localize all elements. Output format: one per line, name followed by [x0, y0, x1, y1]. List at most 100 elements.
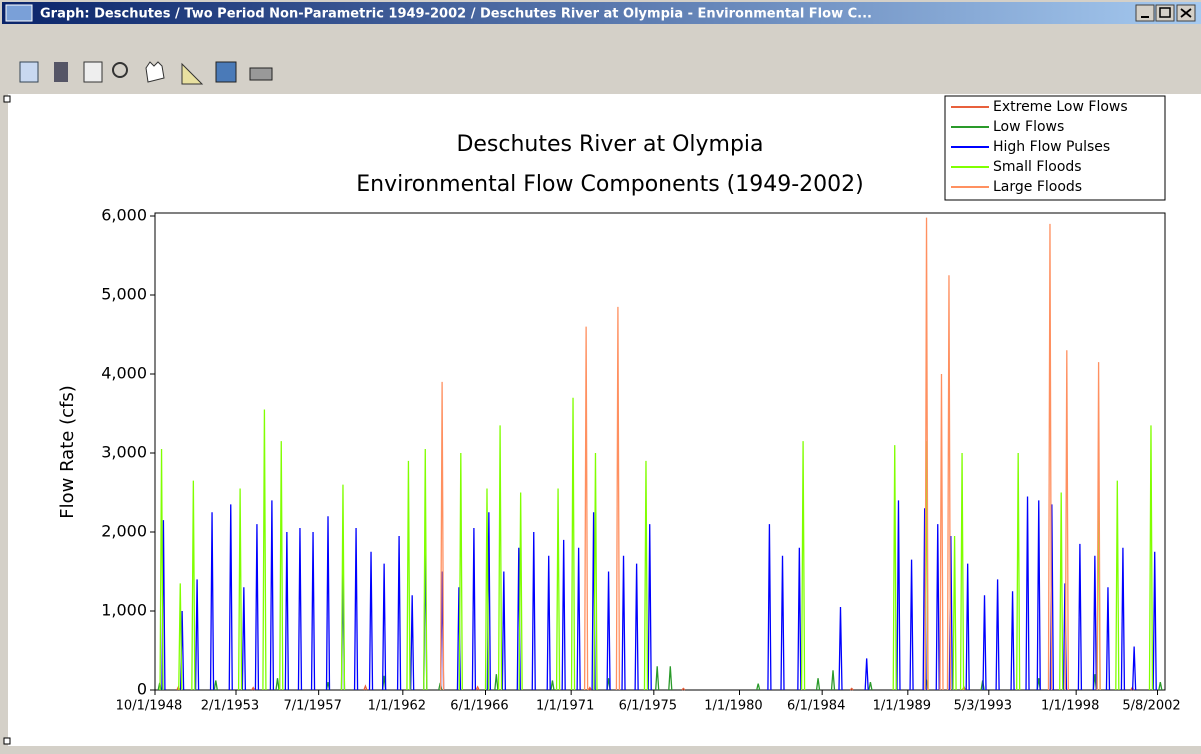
flow-spike — [935, 524, 940, 691]
flow-spike — [1077, 543, 1083, 691]
flow-spike — [1010, 591, 1015, 691]
x-tick-label: 1/1/1971 — [536, 699, 594, 714]
flow-spike — [800, 441, 806, 691]
legend-label: High Flow Pulses — [993, 139, 1110, 155]
legend-label: Extreme Low Flows — [993, 99, 1128, 115]
flow-spike — [363, 684, 368, 691]
x-tick-label: 6/1/1975 — [619, 699, 677, 714]
flow-spike — [815, 678, 821, 691]
flow-spike — [518, 492, 523, 691]
flow-spike — [241, 587, 246, 691]
flow-spike — [423, 449, 428, 691]
flow-spike — [1115, 480, 1120, 691]
flow-spike — [251, 686, 256, 691]
flow-spike — [209, 512, 215, 691]
flow-spike — [780, 555, 785, 691]
flow-spike — [892, 445, 897, 691]
title-bar — [2, 2, 1201, 24]
flow-spike — [501, 571, 506, 691]
flow-spike — [325, 516, 331, 691]
calculator-button[interactable] — [54, 62, 68, 82]
legend-label: Low Flows — [993, 119, 1064, 135]
flow-spike — [1105, 587, 1111, 691]
flow-spike — [1064, 350, 1069, 691]
resize-handle — [3, 95, 11, 103]
chart-type-button[interactable] — [215, 61, 237, 83]
flow-spike — [621, 555, 626, 691]
y-tick-label: 4,000 — [101, 364, 147, 383]
flow-spike — [191, 480, 196, 691]
flow-spike — [178, 583, 183, 691]
x-tick-label: 5/8/2002 — [1122, 699, 1180, 714]
flow-spike — [909, 559, 914, 691]
x-tick-label: 1/1/1980 — [704, 699, 762, 714]
flow-spike — [353, 528, 359, 691]
flow-spike — [576, 547, 581, 691]
x-tick-label: 1/1/1962 — [368, 699, 426, 714]
flow-spike — [213, 680, 218, 691]
flow-spike — [439, 381, 445, 691]
flow-spike — [634, 563, 639, 691]
x-tick-label: 10/1/1948 — [116, 699, 183, 714]
marks: 0 1,000 2,000 3,000 4,000 5,000 6,000 10/1/1948… — [101, 95, 1181, 714]
copy-button[interactable] — [83, 61, 103, 83]
flow-spike — [830, 670, 836, 691]
graph-button[interactable] — [19, 61, 39, 83]
flow-spike — [959, 452, 965, 691]
flow-spike — [982, 595, 987, 691]
flow-spike — [368, 551, 374, 691]
flow-spike — [864, 658, 869, 691]
flow-spike — [924, 217, 929, 691]
flow-spike — [550, 680, 555, 691]
chart-title: Deschutes River at Olympia — [456, 132, 763, 157]
flow-spike — [471, 528, 477, 691]
pan-button[interactable] — [145, 61, 165, 83]
legend-label: Large Floods — [993, 179, 1082, 195]
flow-spike — [275, 678, 280, 691]
flow-spike — [458, 452, 463, 691]
flow-spike — [269, 500, 275, 691]
flow-spike — [647, 524, 652, 691]
zoom-button[interactable] — [112, 62, 128, 78]
flow-spike — [1036, 500, 1041, 691]
flow-spike — [484, 488, 490, 691]
flow-spike — [643, 460, 649, 691]
print-button[interactable] — [249, 67, 273, 81]
minimize-button[interactable] — [1135, 4, 1155, 22]
flow-spike — [1131, 646, 1137, 691]
flow-spike — [1096, 362, 1101, 691]
flow-spike — [681, 687, 686, 691]
window-buttons — [1135, 4, 1196, 22]
flow-spike — [849, 687, 854, 691]
flow-spike — [593, 452, 598, 691]
flow-spike — [1059, 492, 1064, 691]
flow-spike — [228, 504, 233, 691]
x-tick-label: 6/1/1984 — [787, 699, 845, 714]
flow-spike — [555, 488, 561, 691]
flow-spike — [995, 579, 1000, 691]
flow-spike — [410, 595, 415, 691]
flow-spike — [237, 488, 243, 691]
x-tick-label: 7/1/1957 — [283, 699, 341, 714]
flow-spike — [570, 397, 576, 691]
flow-spike — [868, 681, 873, 691]
flow-spike — [494, 674, 499, 691]
flow-spike — [254, 524, 260, 691]
flow-spike — [838, 607, 843, 691]
flow-spike — [1047, 223, 1053, 691]
flow-spike — [655, 666, 660, 691]
y-axis-label: Flow Rate (cfs) — [57, 385, 78, 518]
flow-spike — [946, 275, 952, 691]
flow-spike — [396, 535, 402, 691]
axis-button[interactable] — [181, 62, 204, 85]
flow-spike — [952, 535, 957, 691]
flow-spike — [262, 409, 267, 691]
flow-spike — [1152, 551, 1157, 691]
flow-spike — [606, 571, 611, 691]
y-tick-label: 1,000 — [101, 601, 147, 620]
x-tick-label: 1/1/1998 — [1041, 699, 1099, 714]
y-tick-label: 2,000 — [101, 522, 147, 541]
flow-spike — [1016, 452, 1021, 691]
window-title: Graph: Deschutes / Two Period Non-Parame… — [40, 7, 872, 22]
